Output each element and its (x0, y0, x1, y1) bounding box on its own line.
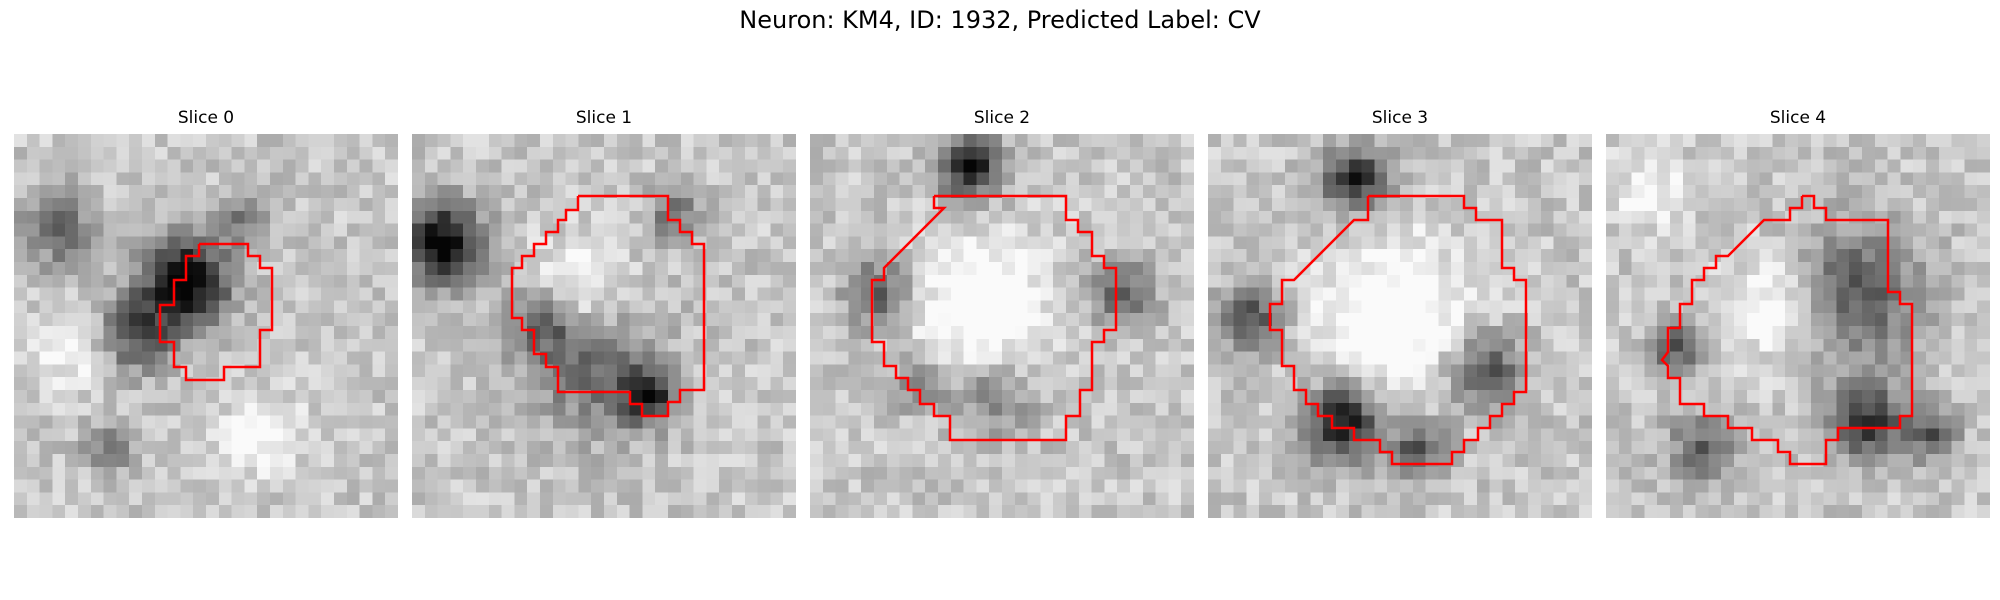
figure-title: Neuron: KM4, ID: 1932, Predicted Label: … (739, 6, 1261, 34)
slice-image (810, 134, 1194, 518)
contour-overlay (1268, 194, 1528, 466)
contour-overlay (510, 194, 706, 418)
contour-overlay (1660, 194, 1914, 466)
slice-image (1208, 134, 1592, 518)
grayscale-image (1606, 134, 1990, 518)
slice-title: Slice 2 (973, 108, 1031, 128)
slice-image (14, 134, 398, 518)
slice-image (1606, 134, 1990, 518)
segmentation-contour (870, 194, 1118, 442)
slice-title: Slice 1 (575, 108, 633, 128)
slice-title: Slice 4 (1769, 108, 1827, 128)
slice-title: Slice 0 (177, 108, 235, 128)
contour-overlay (870, 194, 1118, 442)
contour-overlay (158, 242, 274, 382)
grayscale-image (14, 134, 398, 518)
slice-title: Slice 3 (1371, 108, 1429, 128)
segmentation-contour (1660, 194, 1914, 466)
segmentation-contour (158, 242, 274, 382)
grayscale-image (810, 134, 1194, 518)
grayscale-image (412, 134, 796, 518)
slice-image (412, 134, 796, 518)
segmentation-contour (1268, 194, 1528, 466)
grayscale-image (1208, 134, 1592, 518)
segmentation-contour (510, 194, 706, 418)
